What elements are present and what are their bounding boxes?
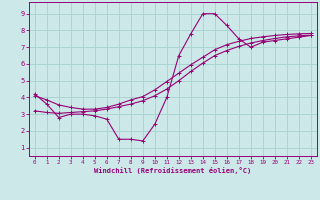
X-axis label: Windchill (Refroidissement éolien,°C): Windchill (Refroidissement éolien,°C) [94, 167, 252, 174]
